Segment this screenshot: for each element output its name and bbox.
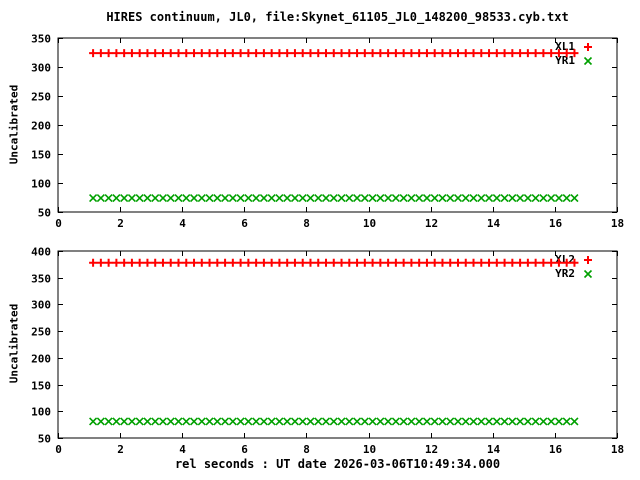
svg-text:0: 0: [55, 443, 62, 456]
svg-text:8: 8: [303, 443, 310, 456]
svg-text:18: 18: [611, 217, 624, 230]
svg-text:12: 12: [425, 217, 438, 230]
svg-text:350: 350: [31, 273, 51, 286]
svg-text:100: 100: [31, 406, 51, 419]
series-YR2-points: [89, 269, 593, 426]
svg-text:250: 250: [31, 326, 51, 339]
svg-text:100: 100: [31, 178, 51, 191]
svg-text:14: 14: [487, 217, 501, 230]
svg-text:8: 8: [303, 217, 310, 230]
legend-label-yr1: YR1: [555, 54, 575, 67]
chart-title: HIRES continuum, JL0, file:Skynet_61105_…: [106, 10, 569, 24]
svg-text:350: 350: [31, 33, 51, 46]
svg-text:4: 4: [179, 443, 186, 456]
svg-text:200: 200: [31, 120, 51, 133]
svg-text:250: 250: [31, 91, 51, 104]
svg-text:16: 16: [549, 217, 563, 230]
svg-text:18: 18: [611, 443, 624, 456]
panel-top-axes: 0 2 4 6 8 10 12 14 16 18 50 100 150 200 250 300 350: [31, 33, 624, 231]
x-axis-label: rel seconds : UT date 2026-03-06T10:49:3…: [174, 457, 501, 471]
svg-text:300: 300: [31, 62, 51, 75]
svg-text:200: 200: [31, 353, 51, 366]
panel-bottom-axes: 0 2 4 6 8 10 12 14 16 18 50 100 150 200 250 300 350 400: [31, 246, 624, 457]
svg-text:2: 2: [117, 217, 124, 230]
svg-text:50: 50: [38, 207, 51, 220]
svg-text:6: 6: [241, 443, 248, 456]
svg-text:6: 6: [241, 217, 248, 230]
svg-text:4: 4: [179, 217, 186, 230]
svg-text:16: 16: [549, 443, 563, 456]
svg-text:10: 10: [363, 443, 376, 456]
legend-label-yr2: YR2: [555, 267, 575, 280]
series-XL2-points: [89, 256, 592, 267]
svg-text:2: 2: [117, 443, 124, 456]
svg-text:150: 150: [31, 149, 51, 162]
legend-item-yr2: YR2: [555, 267, 575, 281]
legend-item-yr1: YR1: [555, 54, 575, 68]
legend-top: XL1 YR1: [555, 40, 575, 68]
svg-text:14: 14: [487, 443, 501, 456]
svg-text:50: 50: [38, 433, 51, 446]
svg-text:400: 400: [31, 246, 51, 259]
series-YR1-points: [89, 56, 593, 203]
svg-text:150: 150: [31, 380, 51, 393]
svg-text:0: 0: [55, 217, 62, 230]
svg-text:12: 12: [425, 443, 438, 456]
svg-text:10: 10: [363, 217, 376, 230]
svg-text:300: 300: [31, 299, 51, 312]
legend-item-xl1: XL1: [555, 40, 575, 54]
series-XL1-points: [89, 43, 592, 58]
legend-label-xl1: XL1: [555, 40, 575, 53]
